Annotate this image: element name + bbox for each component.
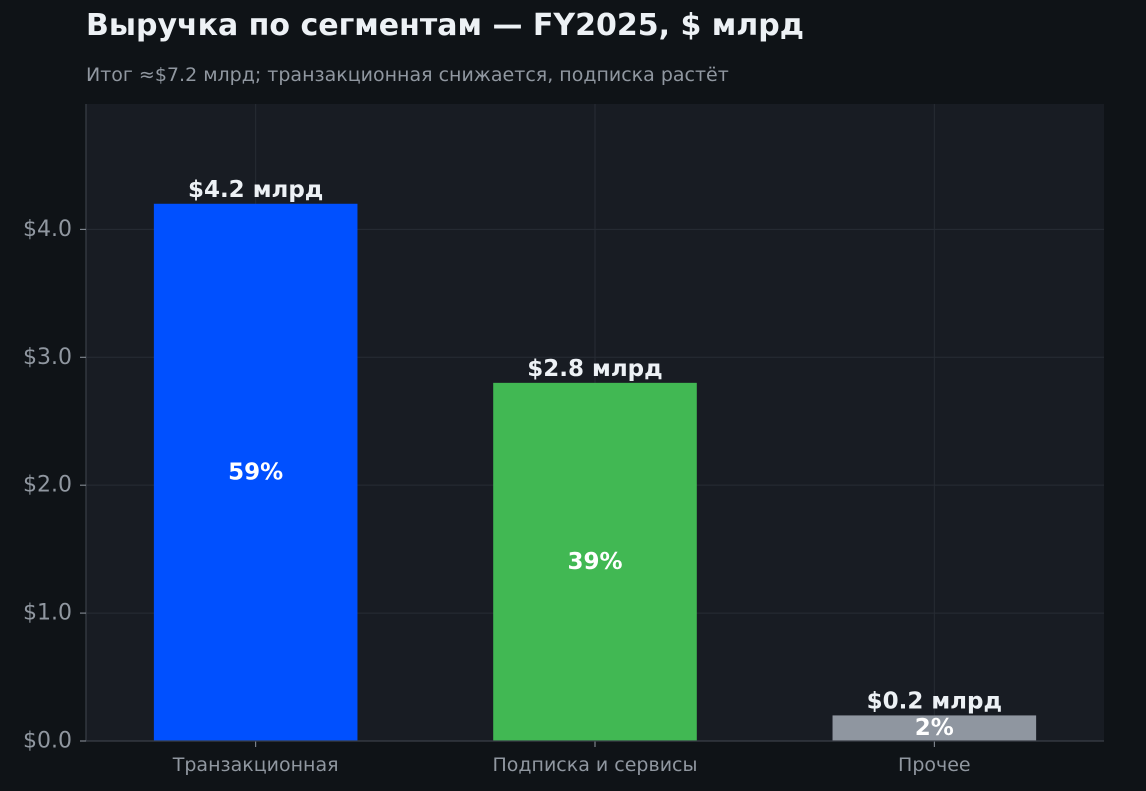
bar-share-label: 39% xyxy=(567,549,622,575)
y-tick-label: $3.0 xyxy=(23,345,72,370)
x-tick-label: Транзакционная xyxy=(172,754,339,776)
y-tick-label: $0.0 xyxy=(23,729,72,754)
x-tick-label: Подписка и сервисы xyxy=(492,754,697,776)
y-tick-label: $4.0 xyxy=(23,217,72,242)
bar xyxy=(832,715,1037,741)
x-tick-label: Прочее xyxy=(898,754,971,776)
y-tick-label: $2.0 xyxy=(23,473,72,498)
bar-share-label: 59% xyxy=(228,459,283,485)
bar xyxy=(153,203,358,741)
chart-title: Выручка по сегментам — FY2025, $ млрд xyxy=(86,8,804,43)
bar xyxy=(493,382,697,741)
y-tick-label: $1.0 xyxy=(23,601,72,626)
chart-subtitle: Итог ≈$7.2 млрд; транзакционная снижаетс… xyxy=(86,64,729,86)
bar-value-label: $4.2 млрд xyxy=(188,177,323,203)
bar-value-label: $2.8 млрд xyxy=(527,356,662,382)
bar-value-label: $0.2 млрд xyxy=(867,688,1002,714)
bar-share-label: 2% xyxy=(915,715,954,741)
